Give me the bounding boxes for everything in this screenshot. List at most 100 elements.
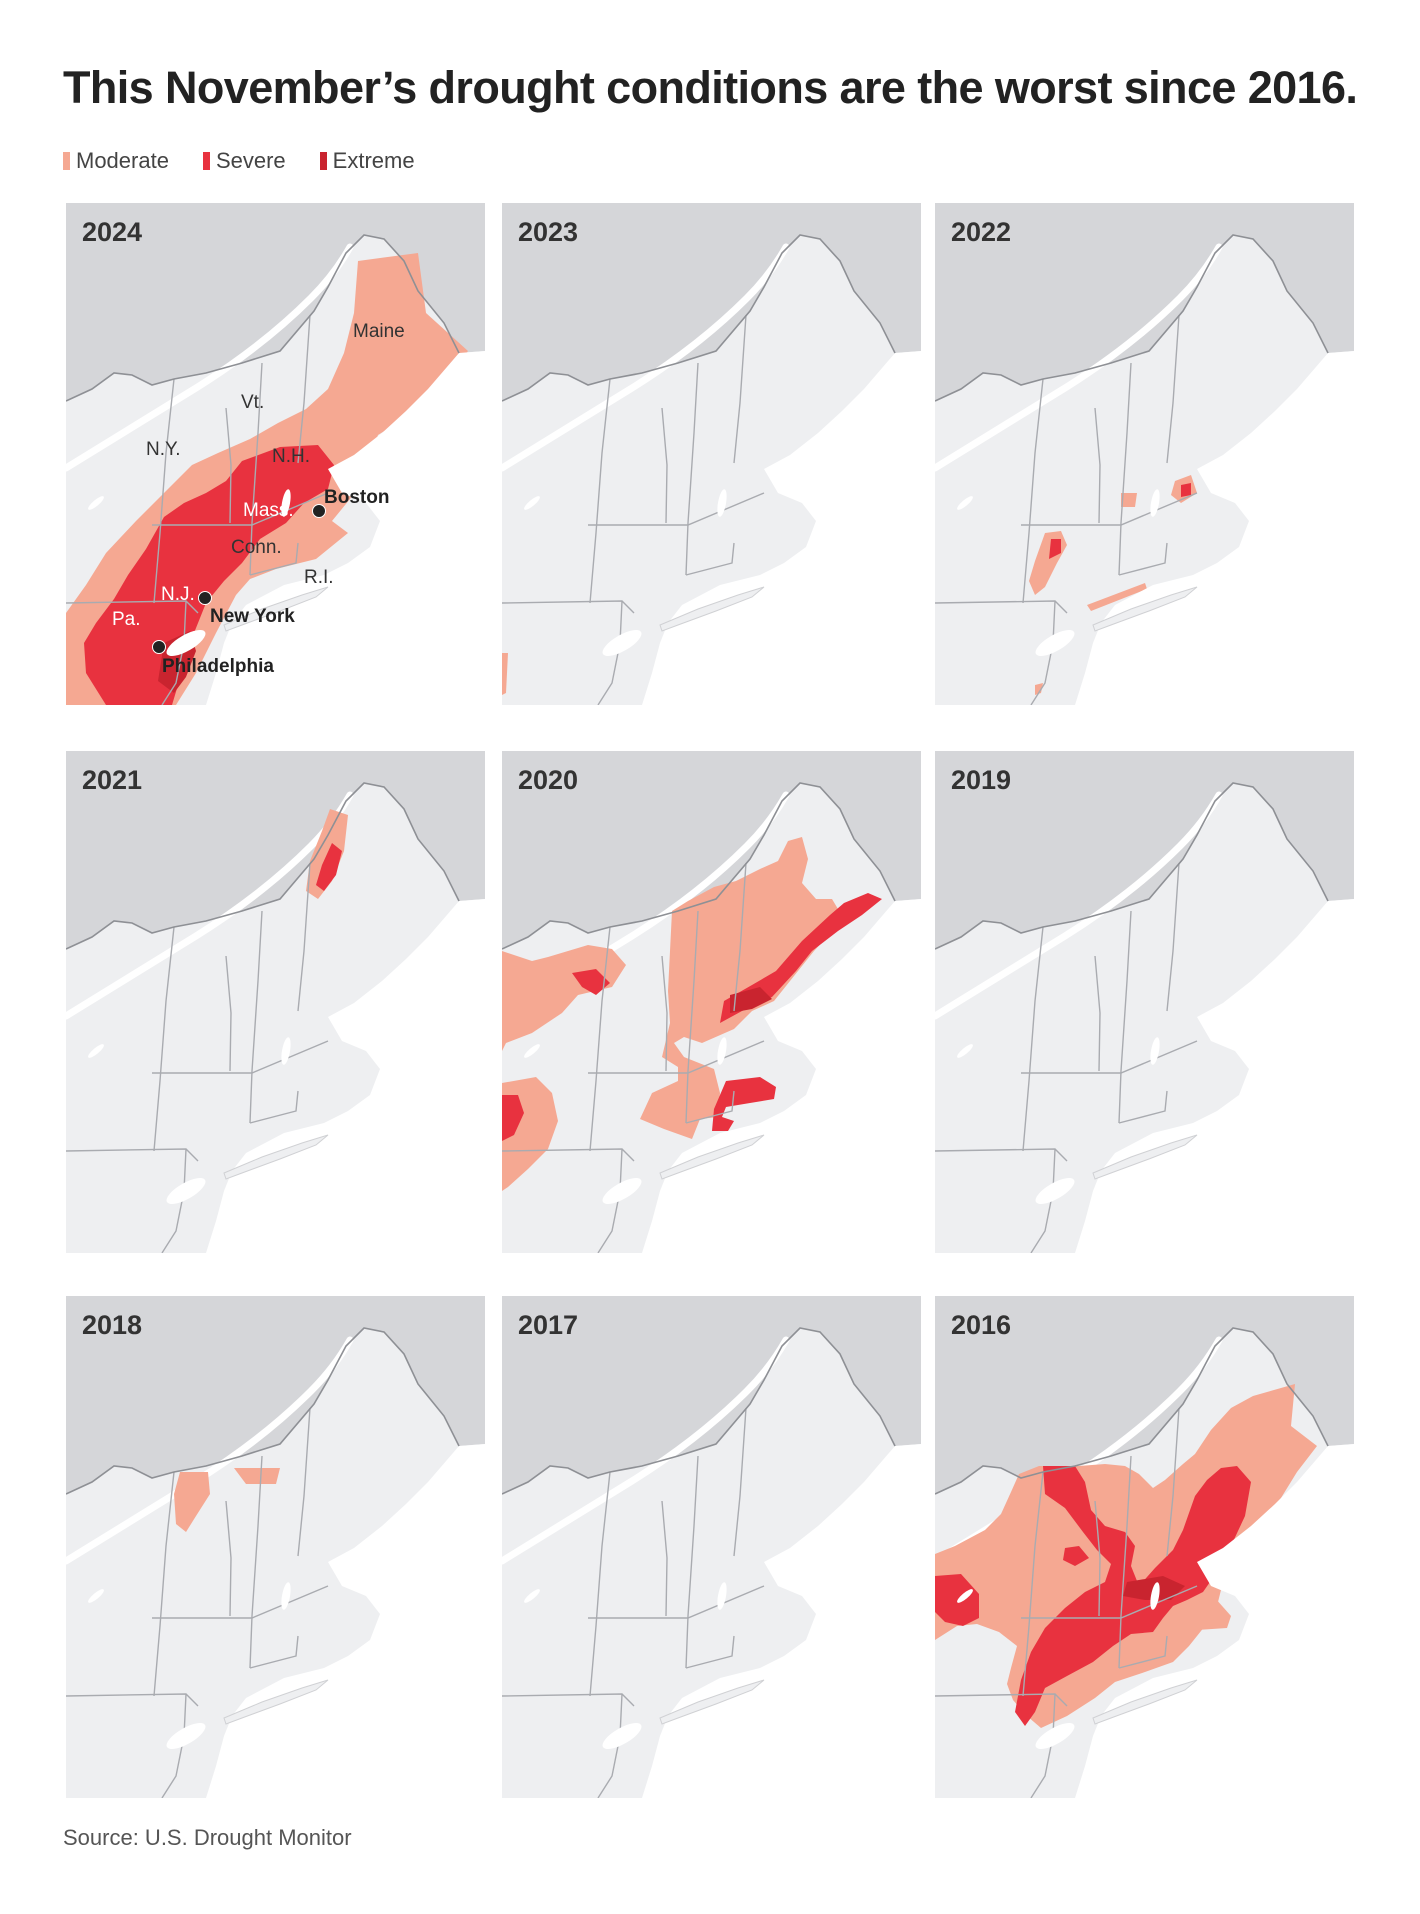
st-lawrence-river <box>502 1336 790 1565</box>
lake <box>281 1582 291 1610</box>
long-island <box>1092 586 1198 632</box>
state-border <box>1030 1693 1056 1798</box>
map-panel-2017: 2017 <box>502 1296 921 1798</box>
lake <box>524 1044 540 1058</box>
state-border <box>589 378 611 604</box>
lake <box>524 1589 540 1603</box>
state-border <box>935 600 1068 614</box>
long-island <box>659 586 765 632</box>
drought-moderate-area <box>1087 583 1147 611</box>
lake <box>166 630 206 656</box>
legend-item-extreme: Extreme <box>319 148 415 174</box>
label-maine: Maine <box>353 321 405 342</box>
ocean <box>1075 1444 1354 1798</box>
state-border <box>733 862 747 1012</box>
panel-year: 2017 <box>518 1310 579 1340</box>
state-border <box>685 362 699 576</box>
state-border <box>661 1500 668 1617</box>
state-border <box>597 1148 623 1253</box>
label-pa: Pa. <box>112 609 141 630</box>
state-border <box>685 542 735 576</box>
state-border <box>1166 314 1180 464</box>
state-border <box>1094 407 1101 524</box>
long-island <box>1092 1134 1198 1180</box>
map-panel-2020: 2020 <box>502 751 921 1253</box>
long-island <box>223 586 329 632</box>
state-border <box>249 1455 263 1669</box>
map-panel-2021: 2021 <box>66 751 485 1253</box>
state-border <box>1021 1585 1198 1619</box>
state-border <box>588 1040 765 1074</box>
map-2020 <box>502 751 921 1253</box>
legend-item-severe: Severe <box>202 148 286 174</box>
legend-label-moderate: Moderate <box>76 148 169 173</box>
state-border <box>685 1635 735 1669</box>
canada-land <box>66 751 485 949</box>
state-border <box>66 1148 199 1162</box>
lake <box>1035 1178 1075 1204</box>
panel-year: 2022 <box>951 217 1012 247</box>
panel-year: 2023 <box>518 217 579 247</box>
map-2017 <box>502 1296 921 1798</box>
st-lawrence-river <box>66 1336 354 1565</box>
state-border <box>733 1407 747 1557</box>
lake <box>166 1723 206 1749</box>
country-border <box>502 1327 896 1495</box>
state-border <box>161 1148 187 1253</box>
state-border <box>1118 542 1168 576</box>
canada-land <box>502 203 921 401</box>
state-border <box>661 407 668 524</box>
source-note: Source: U.S. Drought Monitor <box>63 1825 352 1850</box>
state-border <box>225 407 232 524</box>
label-nj: N.J. <box>161 584 195 605</box>
legend-label-extreme: Extreme <box>332 148 415 173</box>
map-2021 <box>66 751 485 1253</box>
lake <box>524 496 540 510</box>
state-border <box>1022 1471 1044 1697</box>
map-2019 <box>935 751 1354 1253</box>
state-border <box>935 1148 1068 1162</box>
state-border <box>153 926 175 1152</box>
ocean <box>206 1444 485 1798</box>
country-border <box>935 782 1329 950</box>
state-border <box>1022 926 1044 1152</box>
lake <box>88 496 104 510</box>
state-border <box>1118 1635 1168 1669</box>
lake <box>1035 630 1075 656</box>
panel-year: 2024 <box>82 217 143 247</box>
label-vt: Vt. <box>241 392 265 413</box>
state-border <box>1118 362 1132 576</box>
map-2018 <box>66 1296 485 1798</box>
map-panel-2016: 2016 <box>935 1296 1354 1798</box>
st-lawrence-river <box>502 243 790 472</box>
chart-title: This November’s drought conditions are t… <box>63 62 1358 113</box>
long-island <box>223 1134 329 1180</box>
lake <box>957 1589 973 1603</box>
long-island <box>223 1679 329 1725</box>
drought-moderate-area <box>502 945 626 1051</box>
long-island <box>659 1679 765 1725</box>
lake <box>281 489 291 517</box>
lake <box>717 1037 727 1065</box>
lake <box>88 1589 104 1603</box>
lake <box>1035 1723 1075 1749</box>
state-border <box>225 955 232 1072</box>
legend-item-moderate: Moderate <box>63 148 169 174</box>
map-2022 <box>935 203 1354 705</box>
canada-land <box>935 203 1354 401</box>
drought-moderate-area <box>234 1468 280 1484</box>
state-border <box>589 926 611 1152</box>
map-2024 <box>66 203 485 705</box>
map-panel-2024: 2024 Maine Vt. N.Y. N.H. Mass. Boston Co… <box>66 203 485 705</box>
state-border <box>1094 1500 1101 1617</box>
state-border <box>1118 1090 1168 1124</box>
st-lawrence-river <box>935 243 1223 472</box>
city-dot-new-york <box>198 591 212 605</box>
country-border <box>66 1327 460 1495</box>
lake <box>602 1723 642 1749</box>
state-border <box>1118 910 1132 1124</box>
state-border <box>589 1471 611 1697</box>
lake <box>1150 1037 1160 1065</box>
label-philadelphia: Philadelphia <box>162 656 274 677</box>
state-border <box>249 1635 299 1669</box>
